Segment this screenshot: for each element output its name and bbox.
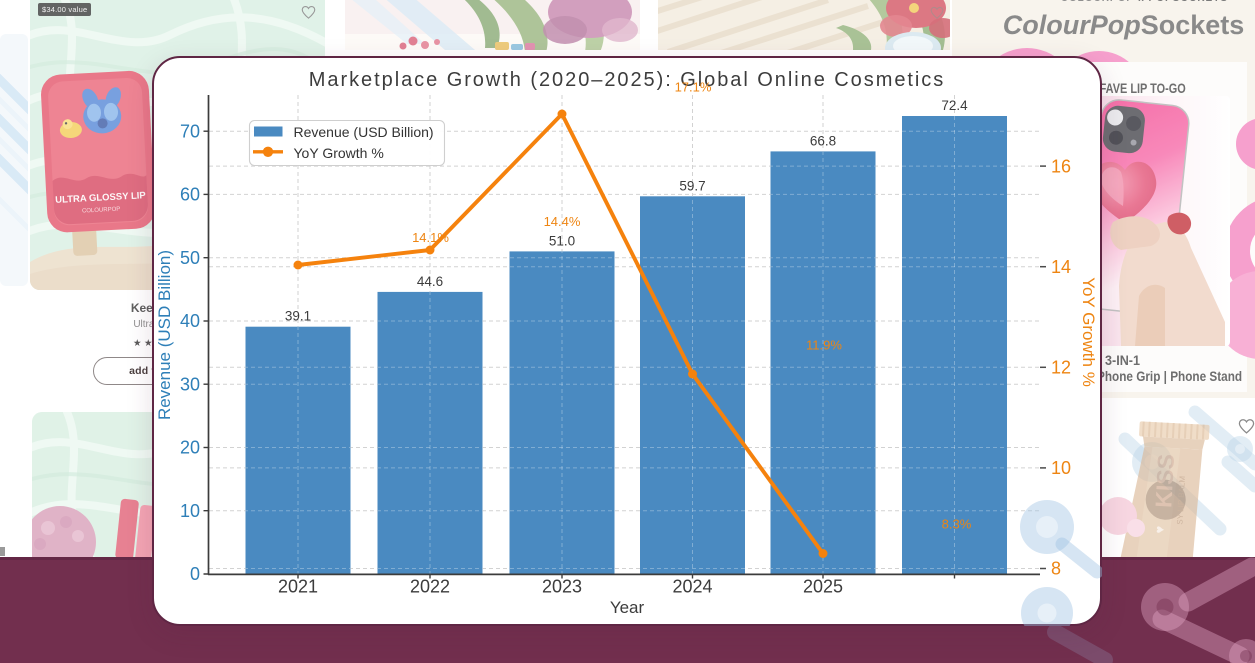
svg-text:66.8: 66.8 — [810, 133, 836, 148]
svg-text:2024: 2024 — [672, 577, 712, 597]
svg-text:♥: ♥ — [1152, 525, 1167, 534]
svg-text:51.0: 51.0 — [549, 233, 575, 248]
svg-text:44.6: 44.6 — [417, 274, 443, 289]
svg-text:YoY Growth %: YoY Growth % — [294, 145, 384, 161]
svg-text:50: 50 — [180, 248, 200, 268]
svg-text:14: 14 — [1051, 257, 1071, 277]
svg-text:59.7: 59.7 — [679, 178, 705, 193]
svg-text:Year: Year — [610, 598, 645, 617]
svg-text:30: 30 — [180, 374, 200, 394]
svg-text:40: 40 — [180, 311, 200, 331]
svg-text:16: 16 — [1051, 156, 1071, 176]
svg-text:14.4%: 14.4% — [544, 214, 581, 229]
svg-text:SY LIP BALM: SY LIP BALM — [1175, 475, 1187, 524]
svg-text:12: 12 — [1051, 358, 1071, 378]
svg-text:Marketplace Growth (2020–2025): Marketplace Growth (2020–2025): Global O… — [309, 69, 945, 91]
svg-text:10: 10 — [1051, 458, 1071, 478]
svg-text:YoY Growth %: YoY Growth % — [1079, 277, 1098, 387]
svg-text:2021: 2021 — [278, 577, 318, 597]
svg-text:11.9%: 11.9% — [806, 337, 842, 352]
svg-text:70: 70 — [180, 121, 200, 141]
svg-text:72.4: 72.4 — [941, 98, 968, 113]
svg-text:60: 60 — [180, 185, 200, 205]
svg-text:2025: 2025 — [803, 577, 843, 597]
svg-text:Revenue (USD Billion): Revenue (USD Billion) — [155, 250, 174, 420]
svg-text:10: 10 — [180, 501, 200, 521]
svg-text:14.1%: 14.1% — [412, 230, 449, 245]
svg-text:8.3%: 8.3% — [942, 517, 972, 532]
svg-text:ULTRA GLOSSY LIP: ULTRA GLOSSY LIP — [55, 190, 147, 206]
svg-text:39.1: 39.1 — [285, 309, 311, 324]
svg-text:2022: 2022 — [410, 577, 450, 597]
svg-text:KISS: KISS — [1150, 453, 1179, 508]
svg-text:17.1%: 17.1% — [675, 80, 712, 95]
svg-text:2023: 2023 — [542, 577, 582, 597]
svg-text:Revenue (USD Billion): Revenue (USD Billion) — [294, 124, 434, 140]
svg-text:0: 0 — [190, 564, 200, 584]
svg-text:20: 20 — [180, 438, 200, 458]
svg-text:COLOURPOP: COLOURPOP — [82, 207, 121, 215]
svg-text:8: 8 — [1051, 559, 1061, 579]
